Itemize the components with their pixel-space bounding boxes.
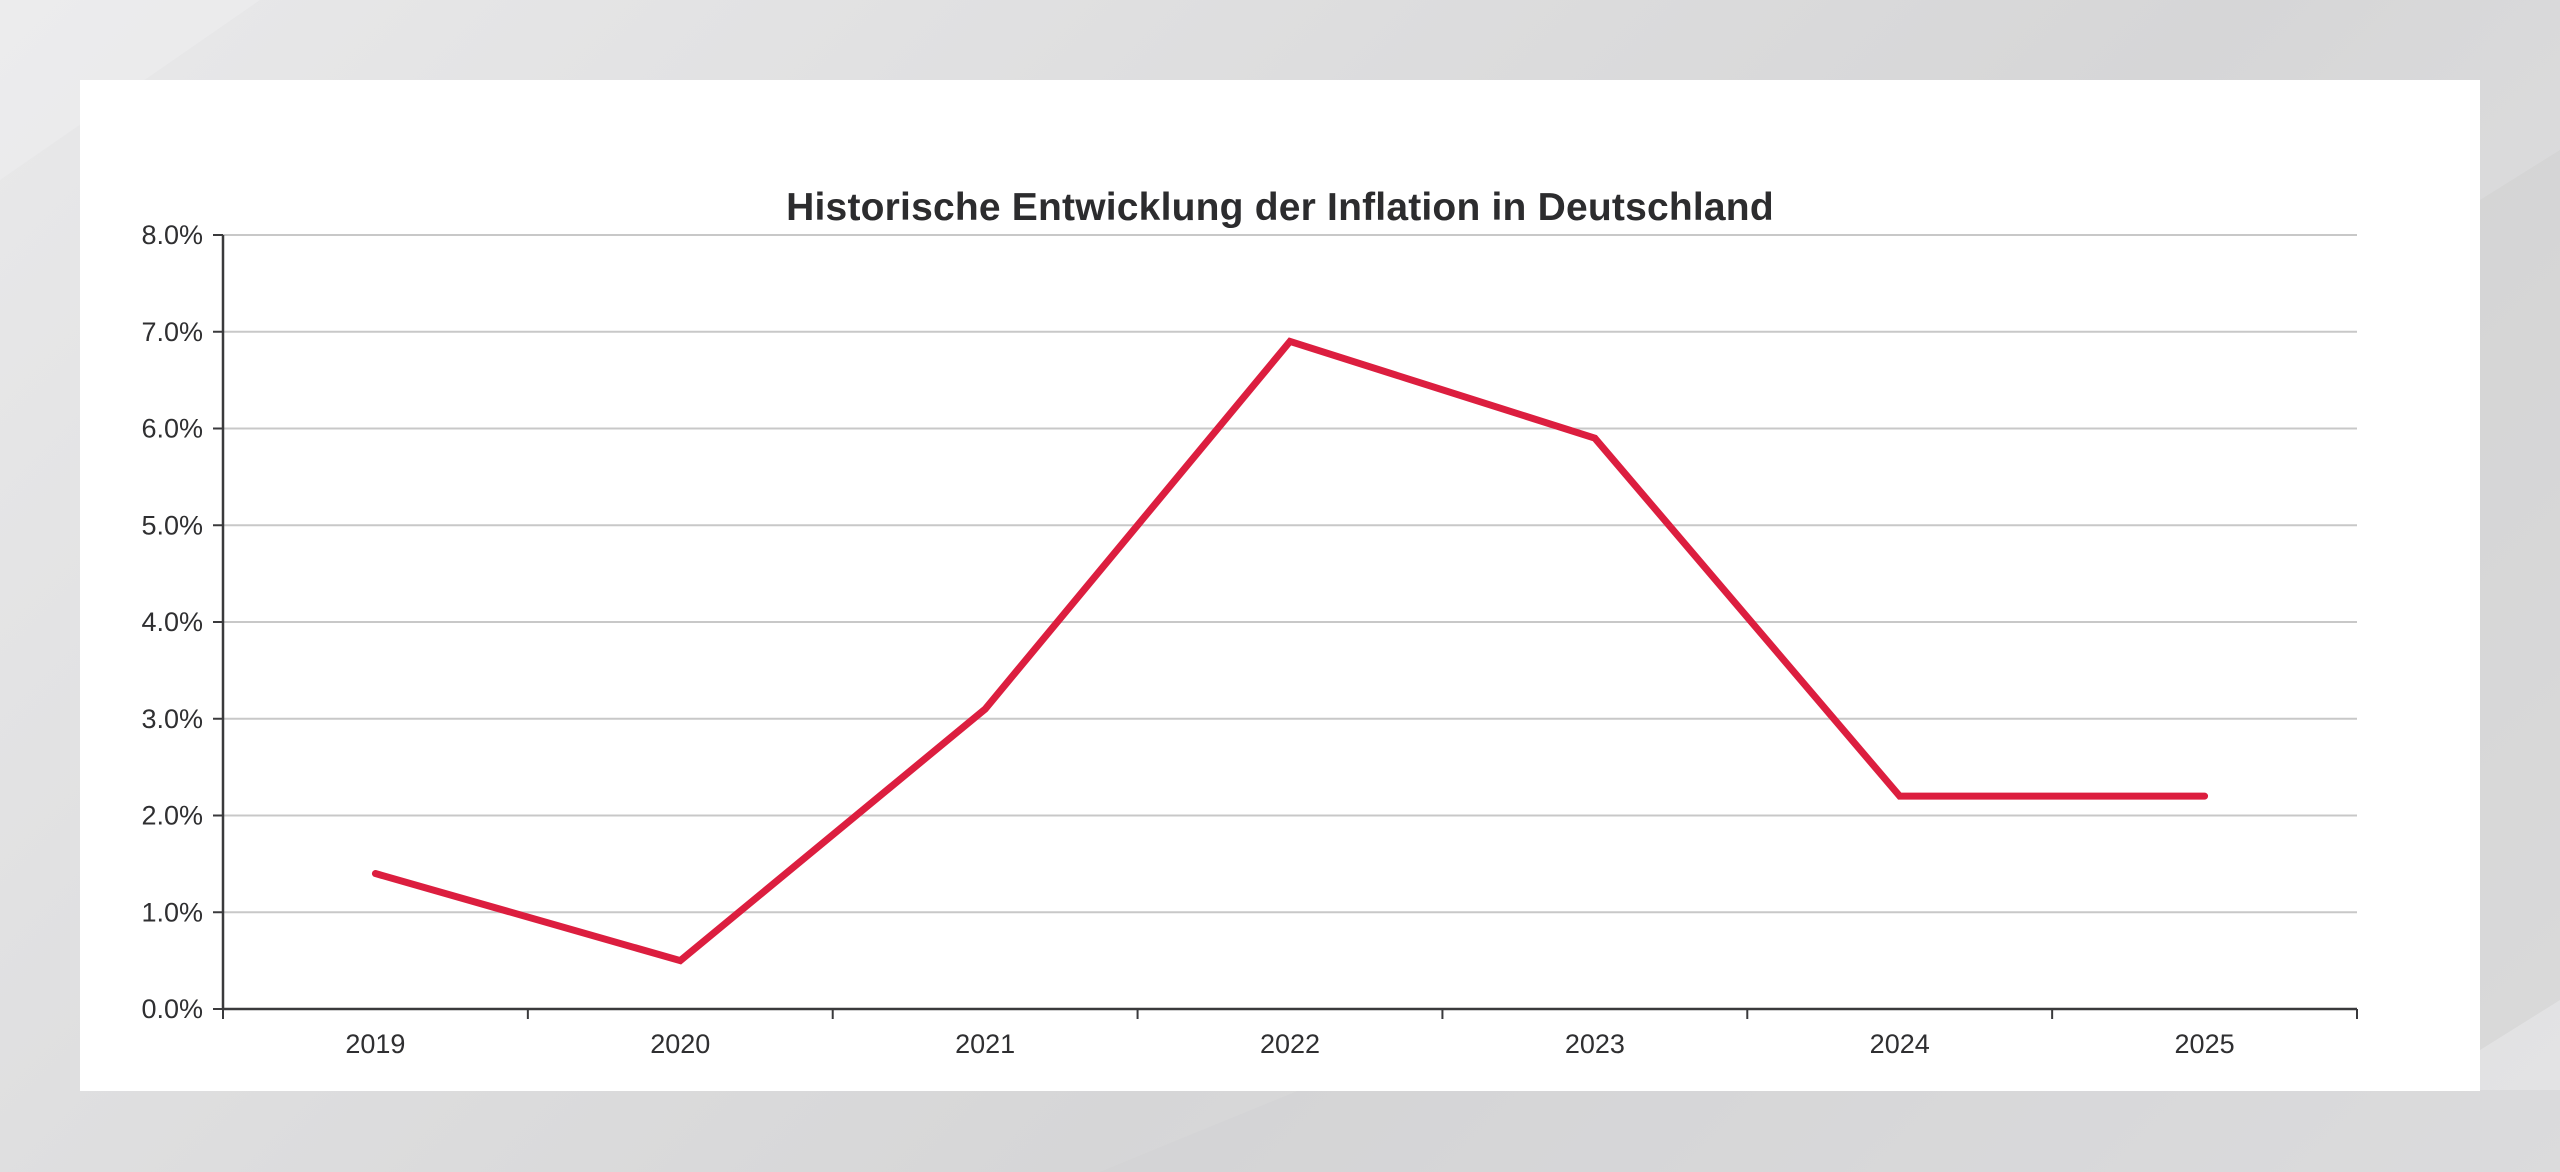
- y-tick-label: 6.0%: [141, 414, 203, 444]
- x-tick-label: 2021: [955, 1029, 1015, 1059]
- x-tick-label: 2020: [650, 1029, 710, 1059]
- y-tick-label: 4.0%: [141, 607, 203, 637]
- chart-card: Historische Entwicklung der Inflation in…: [80, 80, 2480, 1091]
- y-tick-label: 2.0%: [141, 801, 203, 831]
- x-tick-label: 2025: [2175, 1029, 2235, 1059]
- y-tick-label: 7.0%: [141, 317, 203, 347]
- y-tick-label: 8.0%: [141, 220, 203, 250]
- x-tick-label: 2023: [1565, 1029, 1625, 1059]
- y-tick-label: 3.0%: [141, 704, 203, 734]
- x-tick-label: 2024: [1870, 1029, 1930, 1059]
- line-chart: 0.0% 1.0% 2.0% 3.0% 4.0% 5.0% 6.0% 7.0% 8.0% 2019…: [141, 220, 2358, 1059]
- x-tick-label: 2019: [345, 1029, 405, 1059]
- y-tick-label: 5.0%: [141, 510, 203, 540]
- x-tick-label: 2022: [1260, 1029, 1320, 1059]
- y-tick-label: 1.0%: [141, 897, 203, 927]
- chart-title: Historische Entwicklung der Inflation in…: [786, 186, 1774, 229]
- y-tick-label: 0.0%: [141, 994, 203, 1024]
- series-line: [371, 337, 2209, 965]
